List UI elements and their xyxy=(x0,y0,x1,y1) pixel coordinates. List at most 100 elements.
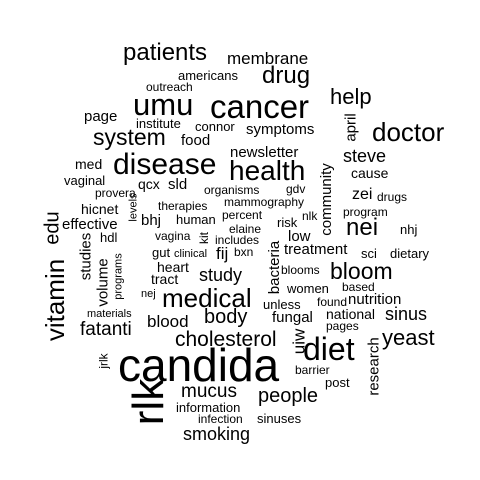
word-mucus: mucus xyxy=(181,381,237,402)
word-medical: medical xyxy=(162,283,252,313)
word-system: system xyxy=(93,124,166,150)
word-newsletter: newsletter xyxy=(230,144,299,161)
word-pages: pages xyxy=(326,319,359,333)
word-tract: tract xyxy=(151,271,179,287)
word-vaginal: vaginal xyxy=(64,173,106,188)
word-sld: sld xyxy=(168,176,188,193)
word-materials: materials xyxy=(87,308,132,320)
word-bhj: bhj xyxy=(141,212,162,229)
word-sinus: sinus xyxy=(385,304,428,324)
word-cholesterol: cholesterol xyxy=(175,328,277,351)
word-med: med xyxy=(75,156,103,172)
word-vitamin: vitamin xyxy=(40,258,71,342)
word-hdl: hdl xyxy=(100,230,118,245)
word-bxn: bxn xyxy=(234,245,254,259)
word-fungal: fungal xyxy=(272,309,313,326)
word-april: april xyxy=(342,113,360,142)
word-nhj: nhj xyxy=(400,222,418,237)
word-studies: studies xyxy=(77,232,95,281)
word-umu: umu xyxy=(133,87,194,122)
word-program: program xyxy=(343,205,388,219)
word-bloom: bloom xyxy=(330,258,393,284)
word-organisms: organisms xyxy=(204,183,260,197)
word-programs: programs xyxy=(112,253,125,300)
word-cause: cause xyxy=(351,165,389,181)
word-health: health xyxy=(229,155,306,186)
word-vagina: vagina xyxy=(155,229,191,243)
word-unless: unless xyxy=(263,297,301,312)
word-therapies: therapies xyxy=(158,199,208,213)
word-blood: blood xyxy=(147,312,189,331)
word-risk: risk xyxy=(277,215,298,230)
word-patients: patients xyxy=(123,39,208,66)
word-hicnet: hicnet xyxy=(81,201,119,217)
word-americans: americans xyxy=(178,68,238,83)
word-elaine: elaine xyxy=(229,222,262,236)
word-percent: percent xyxy=(222,208,263,222)
word-includes: includes xyxy=(215,233,260,247)
word-community: community xyxy=(317,163,335,236)
word-steve: steve xyxy=(343,146,387,166)
word-institute: institute xyxy=(136,116,181,131)
word-symptoms: symptoms xyxy=(246,121,315,138)
word-national: national xyxy=(326,306,376,322)
word-cancer: cancer xyxy=(210,88,310,125)
word-doctor: doctor xyxy=(372,117,445,147)
word-infection: infection xyxy=(198,412,243,426)
word-clinical: clinical xyxy=(174,248,208,260)
word-dietary: dietary xyxy=(390,246,430,261)
word-levels: levels xyxy=(127,193,140,222)
word-outreach: outreach xyxy=(146,80,193,94)
word-gut: gut xyxy=(152,245,171,260)
word-information: information xyxy=(176,400,241,415)
word-provera: provera xyxy=(95,186,136,200)
word-help: help xyxy=(330,84,372,109)
word-nej: nej xyxy=(141,288,156,300)
word-body: body xyxy=(204,306,248,328)
word-people: people xyxy=(258,385,319,407)
word-membrane: membrane xyxy=(227,49,309,68)
word-diet: diet xyxy=(303,331,355,367)
word-heart: heart xyxy=(157,259,189,275)
word-based: based xyxy=(342,280,375,294)
word-volume: volume xyxy=(94,258,112,307)
word-gdv: gdv xyxy=(286,182,306,196)
word-study: study xyxy=(199,265,243,285)
word-low: low xyxy=(288,228,311,245)
word-rlk: rlk xyxy=(124,378,174,426)
word-food: food xyxy=(181,132,211,149)
word-mammography: mammography xyxy=(224,195,305,209)
word-page: page xyxy=(84,108,118,125)
word-drugs: drugs xyxy=(377,190,408,204)
word-uiw: uiw xyxy=(289,328,309,355)
word-connor: connor xyxy=(195,119,235,134)
word-research: research xyxy=(365,337,383,396)
word-sinuses: sinuses xyxy=(257,411,302,426)
word-nutrition: nutrition xyxy=(348,291,402,308)
word-jrlk: jrlk xyxy=(96,353,111,369)
word-effective: effective xyxy=(62,216,118,233)
word-candida: candida xyxy=(118,339,280,391)
word-fij: fij xyxy=(216,244,229,263)
word-treatment: treatment xyxy=(284,241,348,258)
word-women: women xyxy=(287,281,329,296)
word-disease: disease xyxy=(113,148,217,181)
word-zei: zei xyxy=(352,186,373,203)
word-nlk: nlk xyxy=(302,209,318,223)
word-nei: nei xyxy=(346,214,379,241)
word-bacteria: bacteria xyxy=(266,240,284,295)
word-edu: edu xyxy=(41,211,64,245)
word-smoking: smoking xyxy=(183,424,251,444)
word-blooms: blooms xyxy=(281,263,320,277)
word-post: post xyxy=(325,375,350,390)
word-fatanti: fatanti xyxy=(80,319,132,340)
word-kit: kit xyxy=(197,232,211,244)
word-barrier: barrier xyxy=(295,363,330,377)
word-found: found xyxy=(317,295,348,309)
word-qcx: qcx xyxy=(138,176,160,192)
word-yeast: yeast xyxy=(382,325,435,350)
word-sci: sci xyxy=(361,246,377,261)
word-human: human xyxy=(176,212,216,227)
word-drug: drug xyxy=(262,62,311,89)
